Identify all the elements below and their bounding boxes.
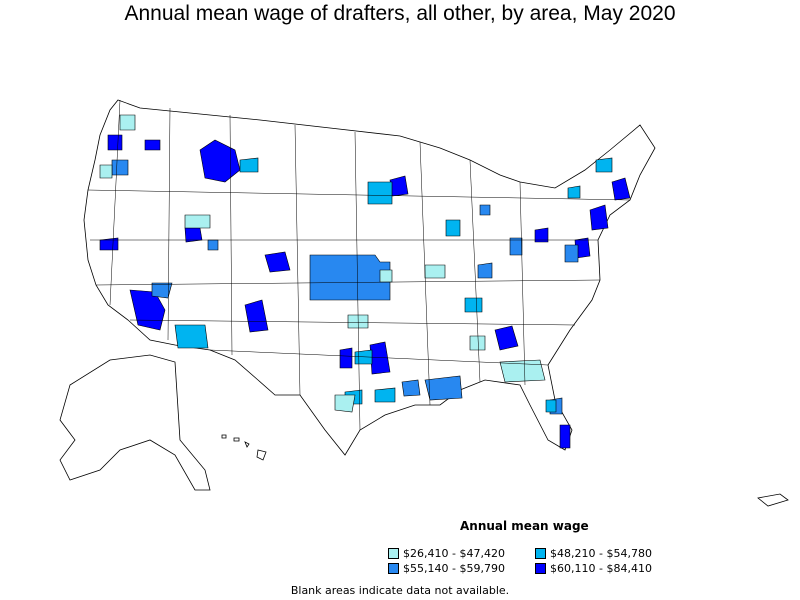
legend-swatch [535, 547, 546, 559]
legend-label: $26,410 - $47,420 [403, 546, 505, 560]
tier-2-areas [174, 157, 613, 413]
tier-3-areas [111, 159, 579, 415]
footnote: Blank areas indicate data not available. [290, 584, 510, 597]
legend-swatch [535, 562, 546, 574]
legend-label: $55,140 - $59,790 [403, 561, 505, 575]
area-borders [87, 99, 631, 431]
legend-item-tier-2: $48,210 - $54,780 [535, 546, 652, 560]
puerto-rico [757, 493, 789, 507]
legend-item-tier-4: $60,110 - $84,410 [535, 561, 652, 575]
tier-4-areas [99, 134, 631, 449]
legend-title: Annual mean wage [460, 519, 589, 533]
tier-1-areas [99, 114, 546, 413]
map-title: Annual mean wage of drafters, all other,… [124, 2, 676, 25]
hawaii [221, 434, 267, 461]
legend-label: $60,110 - $84,410 [550, 561, 652, 575]
alaska [59, 354, 211, 491]
legend-swatch [388, 547, 399, 559]
legend-item-tier-3: $55,140 - $59,790 [388, 561, 505, 575]
legend-label: $48,210 - $54,780 [550, 546, 652, 560]
legend-swatch [388, 562, 399, 574]
legend-item-tier-1: $26,410 - $47,420 [388, 546, 505, 560]
